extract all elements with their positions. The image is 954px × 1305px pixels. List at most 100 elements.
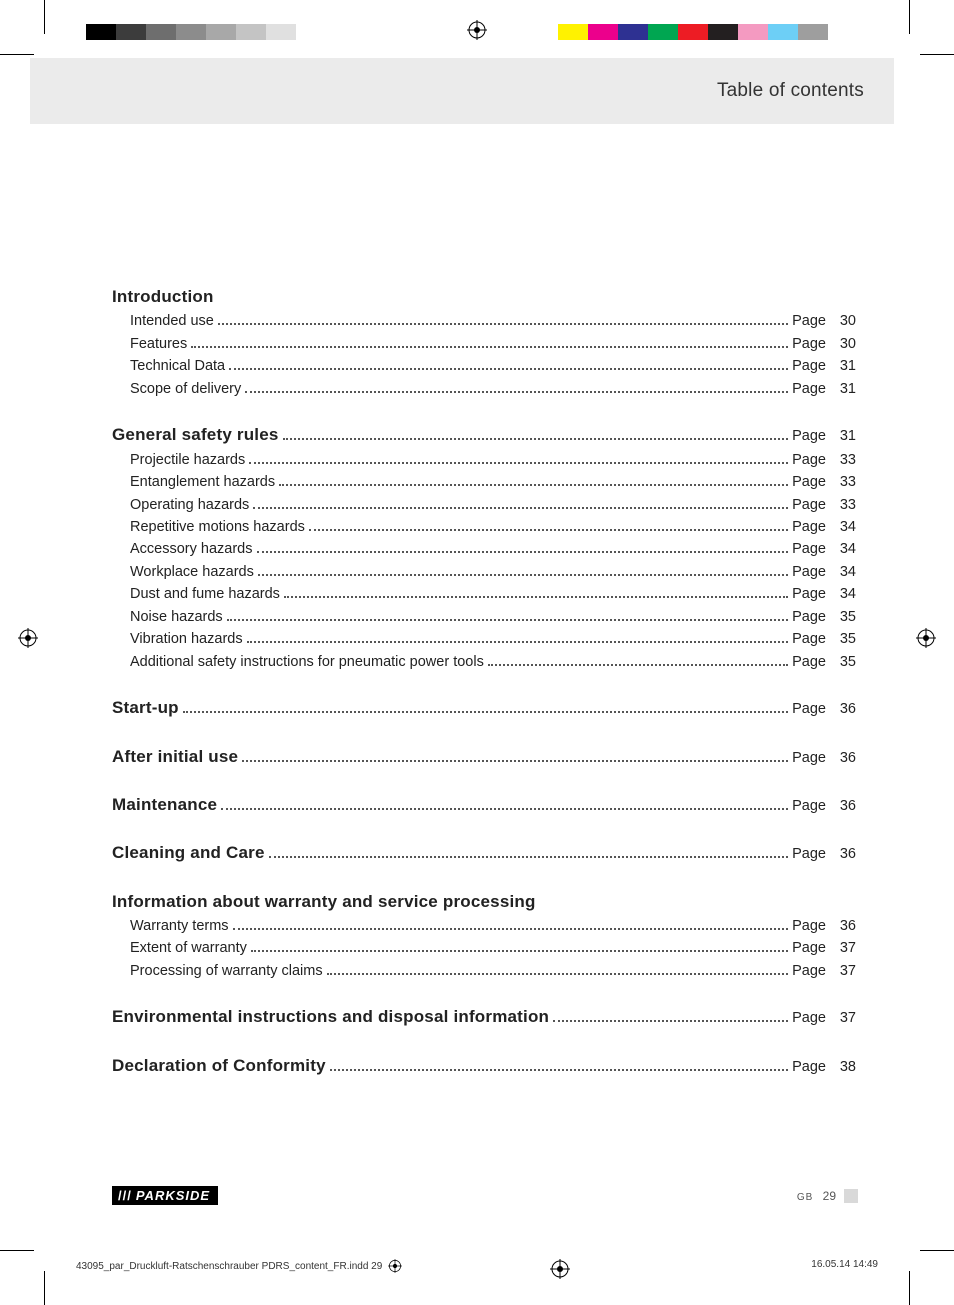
- toc-page-ref: Page 35: [792, 651, 856, 673]
- leader-dots: [553, 1020, 788, 1022]
- toc-subentry-label: Noise hazards: [130, 606, 223, 628]
- footer: /// PARKSIDE GB 29: [112, 1186, 858, 1205]
- leader-dots: [242, 760, 788, 762]
- toc-subentry-label: Features: [130, 333, 187, 355]
- toc-subentry-label: Dust and fume hazards: [130, 583, 280, 605]
- toc-section-title: Introduction: [112, 284, 214, 310]
- toc-page-ref: Page 31: [792, 378, 856, 400]
- crop-mark: [0, 1250, 34, 1251]
- toc-subentry: Projectile hazards Page 33: [112, 449, 856, 471]
- toc-page-ref: Page 38: [792, 1056, 856, 1078]
- registration-mark-icon: [916, 628, 936, 648]
- table-of-contents: IntroductionIntended usePage 30FeaturesP…: [70, 124, 884, 1079]
- toc-section-title: Environmental instructions and disposal …: [112, 1004, 549, 1030]
- toc-section: Introduction: [112, 284, 856, 310]
- swatch: [146, 24, 176, 40]
- toc-subentry: Workplace hazards Page 34: [112, 561, 856, 583]
- toc-section-title: Maintenance: [112, 792, 217, 818]
- toc-subentry: Warranty terms Page 36: [112, 915, 856, 937]
- leader-dots: [253, 507, 788, 509]
- toc-subentry: Repetitive motions hazardsPage 34: [112, 516, 856, 538]
- toc-subentry-label: Entanglement hazards: [130, 471, 275, 493]
- toc-page-ref: Page 37: [792, 1007, 856, 1029]
- leader-dots: [227, 619, 788, 621]
- toc-subentry: Processing of warranty claims Page 37: [112, 960, 856, 982]
- crop-mark: [44, 1271, 45, 1305]
- leader-dots: [257, 551, 789, 553]
- toc-subentry-label: Workplace hazards: [130, 561, 254, 583]
- swatch: [588, 24, 618, 40]
- toc-page-ref: Page 34: [792, 583, 856, 605]
- toc-subentry-label: Processing of warranty claims: [130, 960, 323, 982]
- crop-mark: [920, 54, 954, 55]
- toc-page-ref: Page 33: [792, 449, 856, 471]
- color-calibration-bar: [558, 24, 828, 40]
- toc-subentry: Technical DataPage 31: [112, 355, 856, 377]
- header-band: Table of contents: [30, 58, 894, 124]
- toc-subentry: Entanglement hazards Page 33: [112, 471, 856, 493]
- toc-subentry: Scope of deliveryPage 31: [112, 378, 856, 400]
- leader-dots: [221, 808, 788, 810]
- swatch: [206, 24, 236, 40]
- swatch: [708, 24, 738, 40]
- toc-subentry: Features Page 30: [112, 333, 856, 355]
- leader-dots: [488, 664, 788, 666]
- leader-dots: [284, 596, 788, 598]
- toc-subentry-label: Repetitive motions hazards: [130, 516, 305, 538]
- swatch: [116, 24, 146, 40]
- toc-section-block: Start-up Page 36: [112, 695, 856, 721]
- toc-page-ref: Page 35: [792, 606, 856, 628]
- crop-mark: [909, 1271, 910, 1305]
- toc-subentry-label: Warranty terms: [130, 915, 229, 937]
- toc-section-title: Declaration of Conformity: [112, 1053, 326, 1079]
- toc-section-title: Start-up: [112, 695, 179, 721]
- page-title: Table of contents: [717, 80, 864, 102]
- toc-page-ref: Page 37: [792, 937, 856, 959]
- toc-subentry-label: Vibration hazards: [130, 628, 243, 650]
- brand-slashes: ///: [118, 1188, 132, 1203]
- toc-page-ref: Page 34: [792, 561, 856, 583]
- swatch: [738, 24, 768, 40]
- crop-mark: [909, 0, 910, 34]
- toc-subentry-label: Additional safety instructions for pneum…: [130, 651, 484, 673]
- toc-section: Maintenance Page 36: [112, 792, 856, 818]
- toc-page-ref: Page 36: [792, 698, 856, 720]
- swatch: [768, 24, 798, 40]
- toc-page-ref: Page 37: [792, 960, 856, 982]
- toc-page-ref: Page 33: [792, 471, 856, 493]
- leader-dots: [309, 529, 788, 531]
- leader-dots: [327, 973, 789, 975]
- toc-page-ref: Page 30: [792, 333, 856, 355]
- leader-dots: [279, 484, 788, 486]
- toc-page-ref: Page 36: [792, 795, 856, 817]
- toc-page-ref: Page 34: [792, 538, 856, 560]
- toc-section-block: Maintenance Page 36: [112, 792, 856, 818]
- swatch: [176, 24, 206, 40]
- swatch: [236, 24, 266, 40]
- registration-mark-icon: [388, 1259, 402, 1273]
- toc-page-ref: Page 31: [792, 355, 856, 377]
- page-locale-box: GB 29: [797, 1189, 858, 1203]
- leader-dots: [269, 856, 788, 858]
- swatch: [798, 24, 828, 40]
- toc-section: After initial usePage 36: [112, 744, 856, 770]
- crop-mark: [44, 0, 45, 34]
- toc-subentry: Operating hazardsPage 33: [112, 494, 856, 516]
- imprint-file: 43095_par_Druckluft-Ratschenschrauber PD…: [76, 1261, 382, 1272]
- toc-section-block: Declaration of Conformity Page 38: [112, 1053, 856, 1079]
- toc-section: Cleaning and CarePage 36: [112, 840, 856, 866]
- toc-section: Declaration of Conformity Page 38: [112, 1053, 856, 1079]
- toc-subentry-label: Projectile hazards: [130, 449, 245, 471]
- swatch: [86, 24, 116, 40]
- brand-name: PARKSIDE: [136, 1188, 210, 1203]
- toc-section-title: After initial use: [112, 744, 238, 770]
- toc-subentry-label: Extent of warranty: [130, 937, 247, 959]
- leader-dots: [245, 391, 788, 393]
- toc-section-block: General safety rulesPage 31Projectile ha…: [112, 422, 856, 673]
- swatch: [678, 24, 708, 40]
- brand-logo: /// PARKSIDE: [112, 1186, 218, 1205]
- leader-dots: [218, 323, 788, 325]
- toc-page-ref: Page 36: [792, 915, 856, 937]
- toc-subentry-label: Accessory hazards: [130, 538, 253, 560]
- registration-mark-icon: [18, 628, 38, 648]
